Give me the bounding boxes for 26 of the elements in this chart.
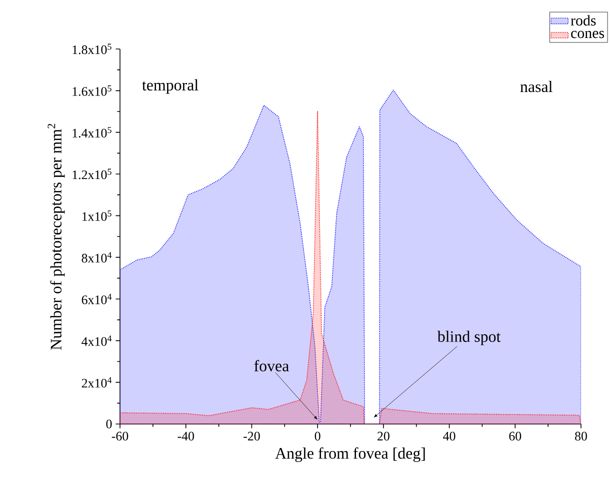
x-tick-label: 0 xyxy=(314,432,320,441)
x-tick-label: -60 xyxy=(112,432,128,441)
annotation: temporal xyxy=(142,79,198,94)
x-tick-label: -20 xyxy=(244,432,260,441)
y-tick-label: 0 xyxy=(106,420,112,428)
y-tick-label: 8x10$^{4}$ xyxy=(82,252,112,263)
y-tick-label: 1.8x10$^{5}$ xyxy=(72,44,112,54)
x-tick-label: 80 xyxy=(575,432,587,441)
y-tick-label: 1x10$^{5}$ xyxy=(82,210,112,221)
annotation: blind spot xyxy=(437,330,501,346)
annotation: nasal xyxy=(520,80,552,92)
x-tick-label: 40 xyxy=(443,432,456,441)
y-tick-label: 1.4x10$^{5}$ xyxy=(72,127,112,138)
legend-label: rods xyxy=(570,15,596,26)
legend-label: cones xyxy=(571,30,604,38)
x-tick-label: 20 xyxy=(378,432,390,441)
y-tick-label: 1.6x10$^{5}$ xyxy=(72,85,112,96)
annotation: fovea xyxy=(254,360,289,372)
x-axis-title: Angle from fovea [deg] xyxy=(275,447,425,462)
y-tick-label: 6x10$^{4}$ xyxy=(82,294,112,304)
y-tick-label: 1.2x10$^{5}$ xyxy=(72,168,112,180)
x-tick-label: 60 xyxy=(509,432,522,441)
y-tick-label: 4x10$^{4}$ xyxy=(82,335,112,346)
y-tick-label: 2x10$^{4}$ xyxy=(82,377,112,388)
y-axis-title: Number of photoreceptors per mm$^{2}$ xyxy=(48,124,65,350)
x-tick-label: -40 xyxy=(178,432,194,441)
